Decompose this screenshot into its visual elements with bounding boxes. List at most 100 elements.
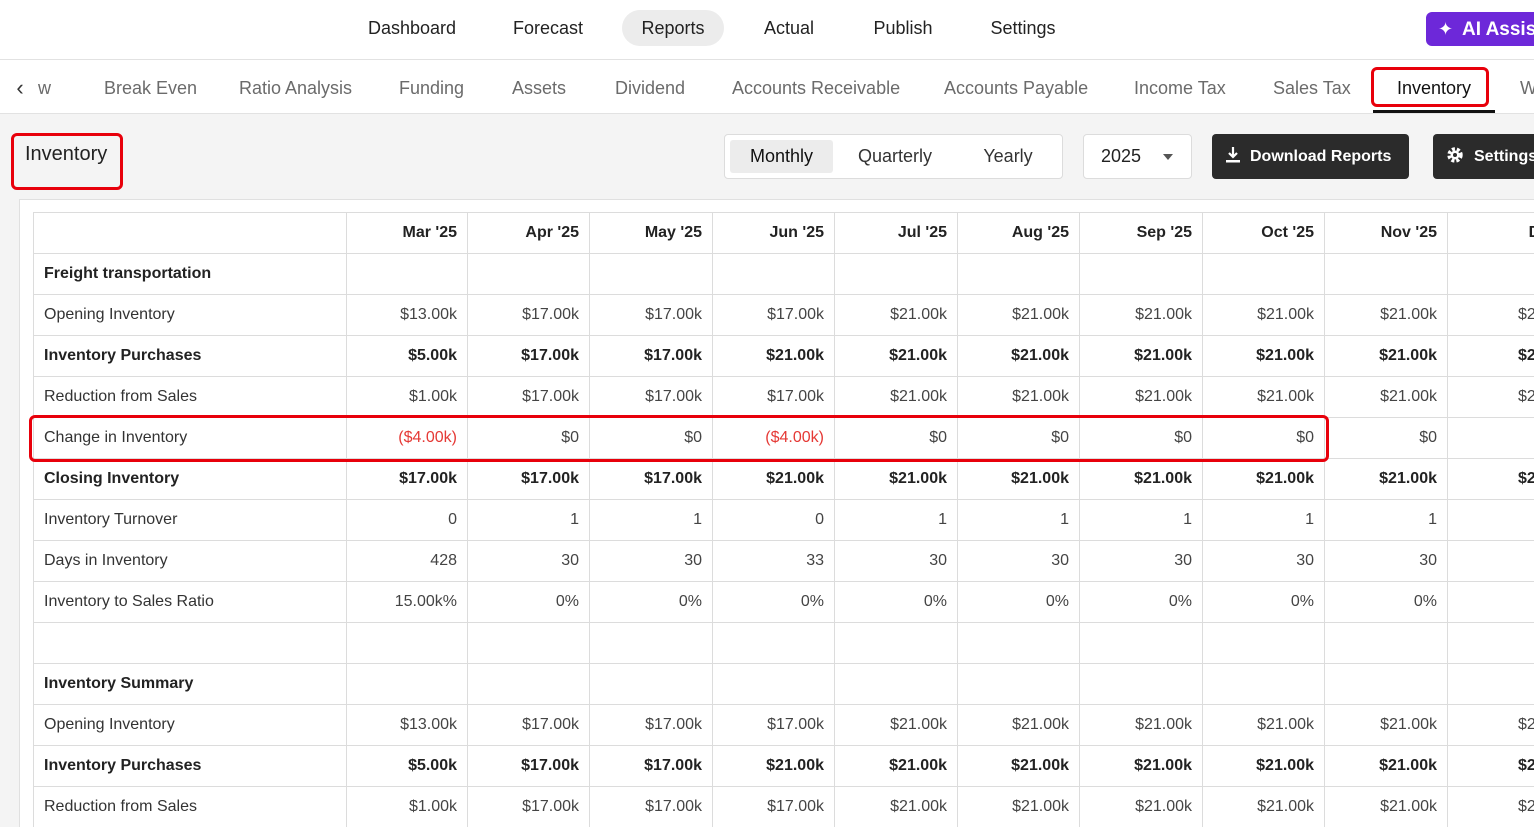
row-label: Inventory Purchases — [33, 745, 347, 787]
table-row: Closing Inventory $17.00k $17.00k $17.00k $2… — [33, 458, 1534, 500]
table-cell: 30 — [957, 540, 1080, 582]
column-header: Mar '25 — [346, 212, 468, 254]
table-cell: $17.00k — [589, 294, 713, 336]
table-cell: 1 — [1079, 499, 1203, 541]
table-cell: 0% — [1079, 581, 1203, 623]
table-cell — [1324, 663, 1448, 705]
table-cell: $17.00k — [589, 745, 713, 787]
nav-settings[interactable]: Settings — [990, 18, 1056, 38]
settings-button[interactable]: Settings — [1433, 134, 1534, 179]
tab-sales-tax[interactable]: Sales Tax — [1273, 78, 1351, 98]
period-monthly[interactable]: Monthly — [730, 140, 833, 173]
table-cell: $21.0 — [1447, 745, 1534, 787]
table-cell: $17.00k — [712, 376, 835, 418]
table-row: Reduction from Sales $1.00k $17.00k $17.00k… — [33, 786, 1534, 827]
year-select[interactable]: 2025 — [1083, 134, 1192, 179]
download-reports-button[interactable]: Download Reports — [1212, 134, 1409, 179]
table-cell: $21.00k — [957, 786, 1080, 827]
table-cell — [1447, 499, 1534, 541]
table-cell — [467, 663, 590, 705]
tab-dividend[interactable]: Dividend — [615, 78, 686, 98]
table-cell: 1 — [834, 499, 958, 541]
tab-accounts-receivable[interactable]: Accounts Receivable — [732, 78, 901, 98]
table-cell — [957, 663, 1080, 705]
table-cell: $21.00k — [834, 786, 958, 827]
tab-funding[interactable]: Funding — [399, 78, 465, 98]
sparkle-icon: ✦ — [1438, 19, 1454, 39]
table-row: Inventory Purchases $5.00k $17.00k $17.00k $… — [33, 335, 1534, 377]
table-cell: $21.00k — [1202, 458, 1325, 500]
table-row: Change in Inventory ($4.00k) $0 $0 ($4.00k) $… — [33, 417, 1534, 459]
table-cell: $17.00k — [712, 786, 835, 827]
table-cell — [346, 253, 468, 295]
table-row: Freight transportation — [33, 253, 1534, 295]
column-header: Apr '25 — [467, 212, 590, 254]
table-cell — [1447, 581, 1534, 623]
table-cell: $21.00k — [712, 335, 835, 377]
table-cell — [467, 253, 590, 295]
table-row — [33, 622, 1534, 664]
column-header: Dec — [1447, 212, 1534, 254]
table-row: Days in Inventory 428 30 30 33 30 30 30 30 30 — [33, 540, 1534, 582]
table-cell: $17.00k — [712, 704, 835, 746]
column-header: Aug '25 — [957, 212, 1080, 254]
table-cell — [1079, 622, 1203, 664]
row-label: Reduction from Sales — [33, 376, 347, 418]
table-header-row: Mar '25 Apr '25 May '25 Jun '25 Jul '25 … — [33, 212, 1534, 254]
row-label: Opening Inventory — [33, 294, 347, 336]
table-cell: 0% — [1324, 581, 1448, 623]
table-row: Reduction from Sales $1.00k $17.00k $17.00k… — [33, 376, 1534, 418]
nav-actual[interactable]: Actual — [763, 18, 815, 38]
tab-income-tax[interactable]: Income Tax — [1134, 78, 1226, 98]
period-quarterly[interactable]: Quarterly — [857, 146, 933, 166]
tab-break-even[interactable]: Break Even — [104, 78, 198, 98]
chevron-left-icon[interactable]: ‹ — [16, 75, 24, 100]
table-cell: $0 — [1324, 417, 1448, 459]
table-cell: 0% — [1202, 581, 1325, 623]
nav-publish[interactable]: Publish — [873, 18, 933, 38]
column-header: Nov '25 — [1324, 212, 1448, 254]
table-cell — [834, 253, 958, 295]
table-cell: $13.00k — [346, 294, 468, 336]
tab-assets[interactable]: Assets — [512, 78, 567, 98]
table-cell — [1447, 417, 1534, 459]
table-cell: $21.00k — [957, 335, 1080, 377]
tab-next[interactable]: W — [1520, 78, 1534, 98]
nav-reports[interactable]: Reports — [622, 10, 724, 46]
tab-inventory[interactable]: Inventory — [1397, 78, 1472, 98]
table-cell: $0 — [1202, 417, 1325, 459]
nav-forecast[interactable]: Forecast — [512, 18, 584, 38]
table-cell: $21.00k — [1079, 786, 1203, 827]
table-cell: $21.0 — [1447, 786, 1534, 827]
table-cell: $0 — [834, 417, 958, 459]
table-row: Inventory Summary — [33, 663, 1534, 705]
table-cell: 30 — [834, 540, 958, 582]
table-cell: 1 — [1202, 499, 1325, 541]
table-cell: $0 — [589, 417, 713, 459]
table-cell: $17.00k — [467, 294, 590, 336]
row-label: Reduction from Sales — [33, 786, 347, 827]
nav-dashboard[interactable]: Dashboard — [367, 18, 457, 38]
table-cell: 30 — [467, 540, 590, 582]
ai-assistant-button[interactable]: ✦ AI Assis — [1426, 12, 1534, 46]
table-row: Inventory to Sales Ratio 15.00k% 0% 0% 0% 0% 0… — [33, 581, 1534, 623]
column-header: Oct '25 — [1202, 212, 1325, 254]
period-yearly[interactable]: Yearly — [983, 146, 1033, 166]
table-cell: 30 — [1324, 540, 1448, 582]
table-cell: 1 — [467, 499, 590, 541]
table-cell — [712, 253, 835, 295]
table-cell: $17.00k — [467, 786, 590, 827]
tab-overview[interactable]: w — [38, 78, 51, 98]
column-header: Jul '25 — [834, 212, 958, 254]
table-cell: $21.00k — [834, 704, 958, 746]
table-cell: $0 — [467, 417, 590, 459]
table-row: Inventory Turnover 0 1 1 0 1 1 1 1 1 — [33, 499, 1534, 541]
row-label: Inventory to Sales Ratio — [33, 581, 347, 623]
table-cell — [346, 663, 468, 705]
table-cell: 0% — [712, 581, 835, 623]
table-cell: $21.0 — [1447, 458, 1534, 500]
tab-accounts-payable[interactable]: Accounts Payable — [944, 78, 1089, 98]
table-cell: $17.00k — [712, 294, 835, 336]
table-cell: $0 — [1079, 417, 1203, 459]
tab-ratio-analysis[interactable]: Ratio Analysis — [239, 78, 353, 98]
